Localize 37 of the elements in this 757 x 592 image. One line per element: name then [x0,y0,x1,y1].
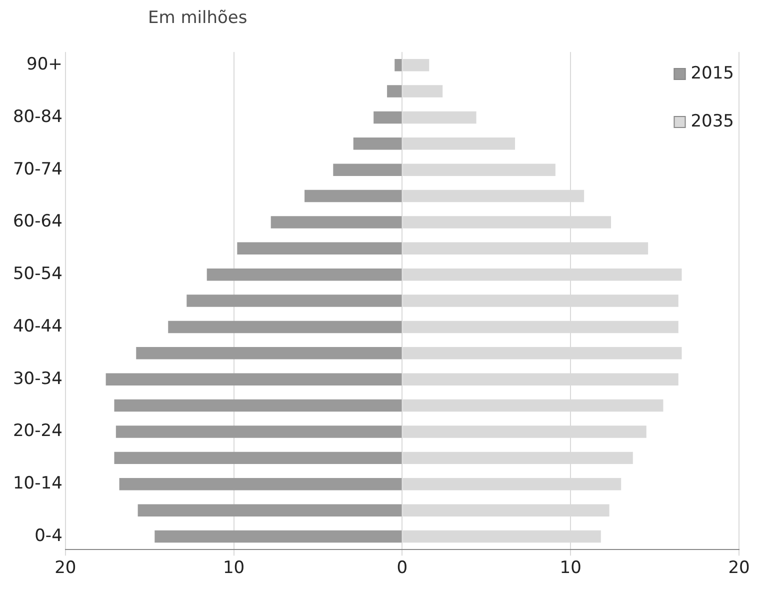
bar [138,504,402,516]
bar [237,242,402,255]
x-tick-label: 10 [560,558,582,578]
bar [114,452,402,464]
bar [186,294,402,307]
y-tick-label: 90+ [26,54,62,75]
x-tick-label: 10 [222,558,245,578]
legend-label: 2015 [690,63,734,84]
bar [206,268,402,281]
y-tick-label: 20-24 [12,421,62,442]
y-tick-label: 60-64 [12,212,62,232]
y-tick-label: 40-44 [12,316,62,336]
y-tick-label: 30-34 [12,368,62,389]
bar [114,399,402,412]
x-tick-label: 0 [396,558,408,578]
chart-subtitle: Em milhões [148,8,248,28]
bar [270,216,402,228]
y-tick-label: 80-84 [12,106,62,127]
bar [333,164,402,176]
bar [136,347,402,360]
bar [116,426,402,438]
bar [119,478,402,490]
y-tick-label: 10-14 [12,474,62,494]
bar [353,138,402,150]
y-tick-label: 0-4 [34,526,62,546]
bar [394,58,402,72]
bar [374,111,402,124]
legend-label: 2035 [690,111,734,132]
bar [168,320,402,334]
y-tick-label: 50-54 [12,264,62,284]
bar [387,85,402,98]
bar [304,190,402,202]
x-tick-label: 20 [54,558,76,578]
x-tick-label: 20 [728,558,750,578]
y-tick-label: 70-74 [12,159,62,180]
bar [106,373,402,386]
bar [154,530,402,543]
